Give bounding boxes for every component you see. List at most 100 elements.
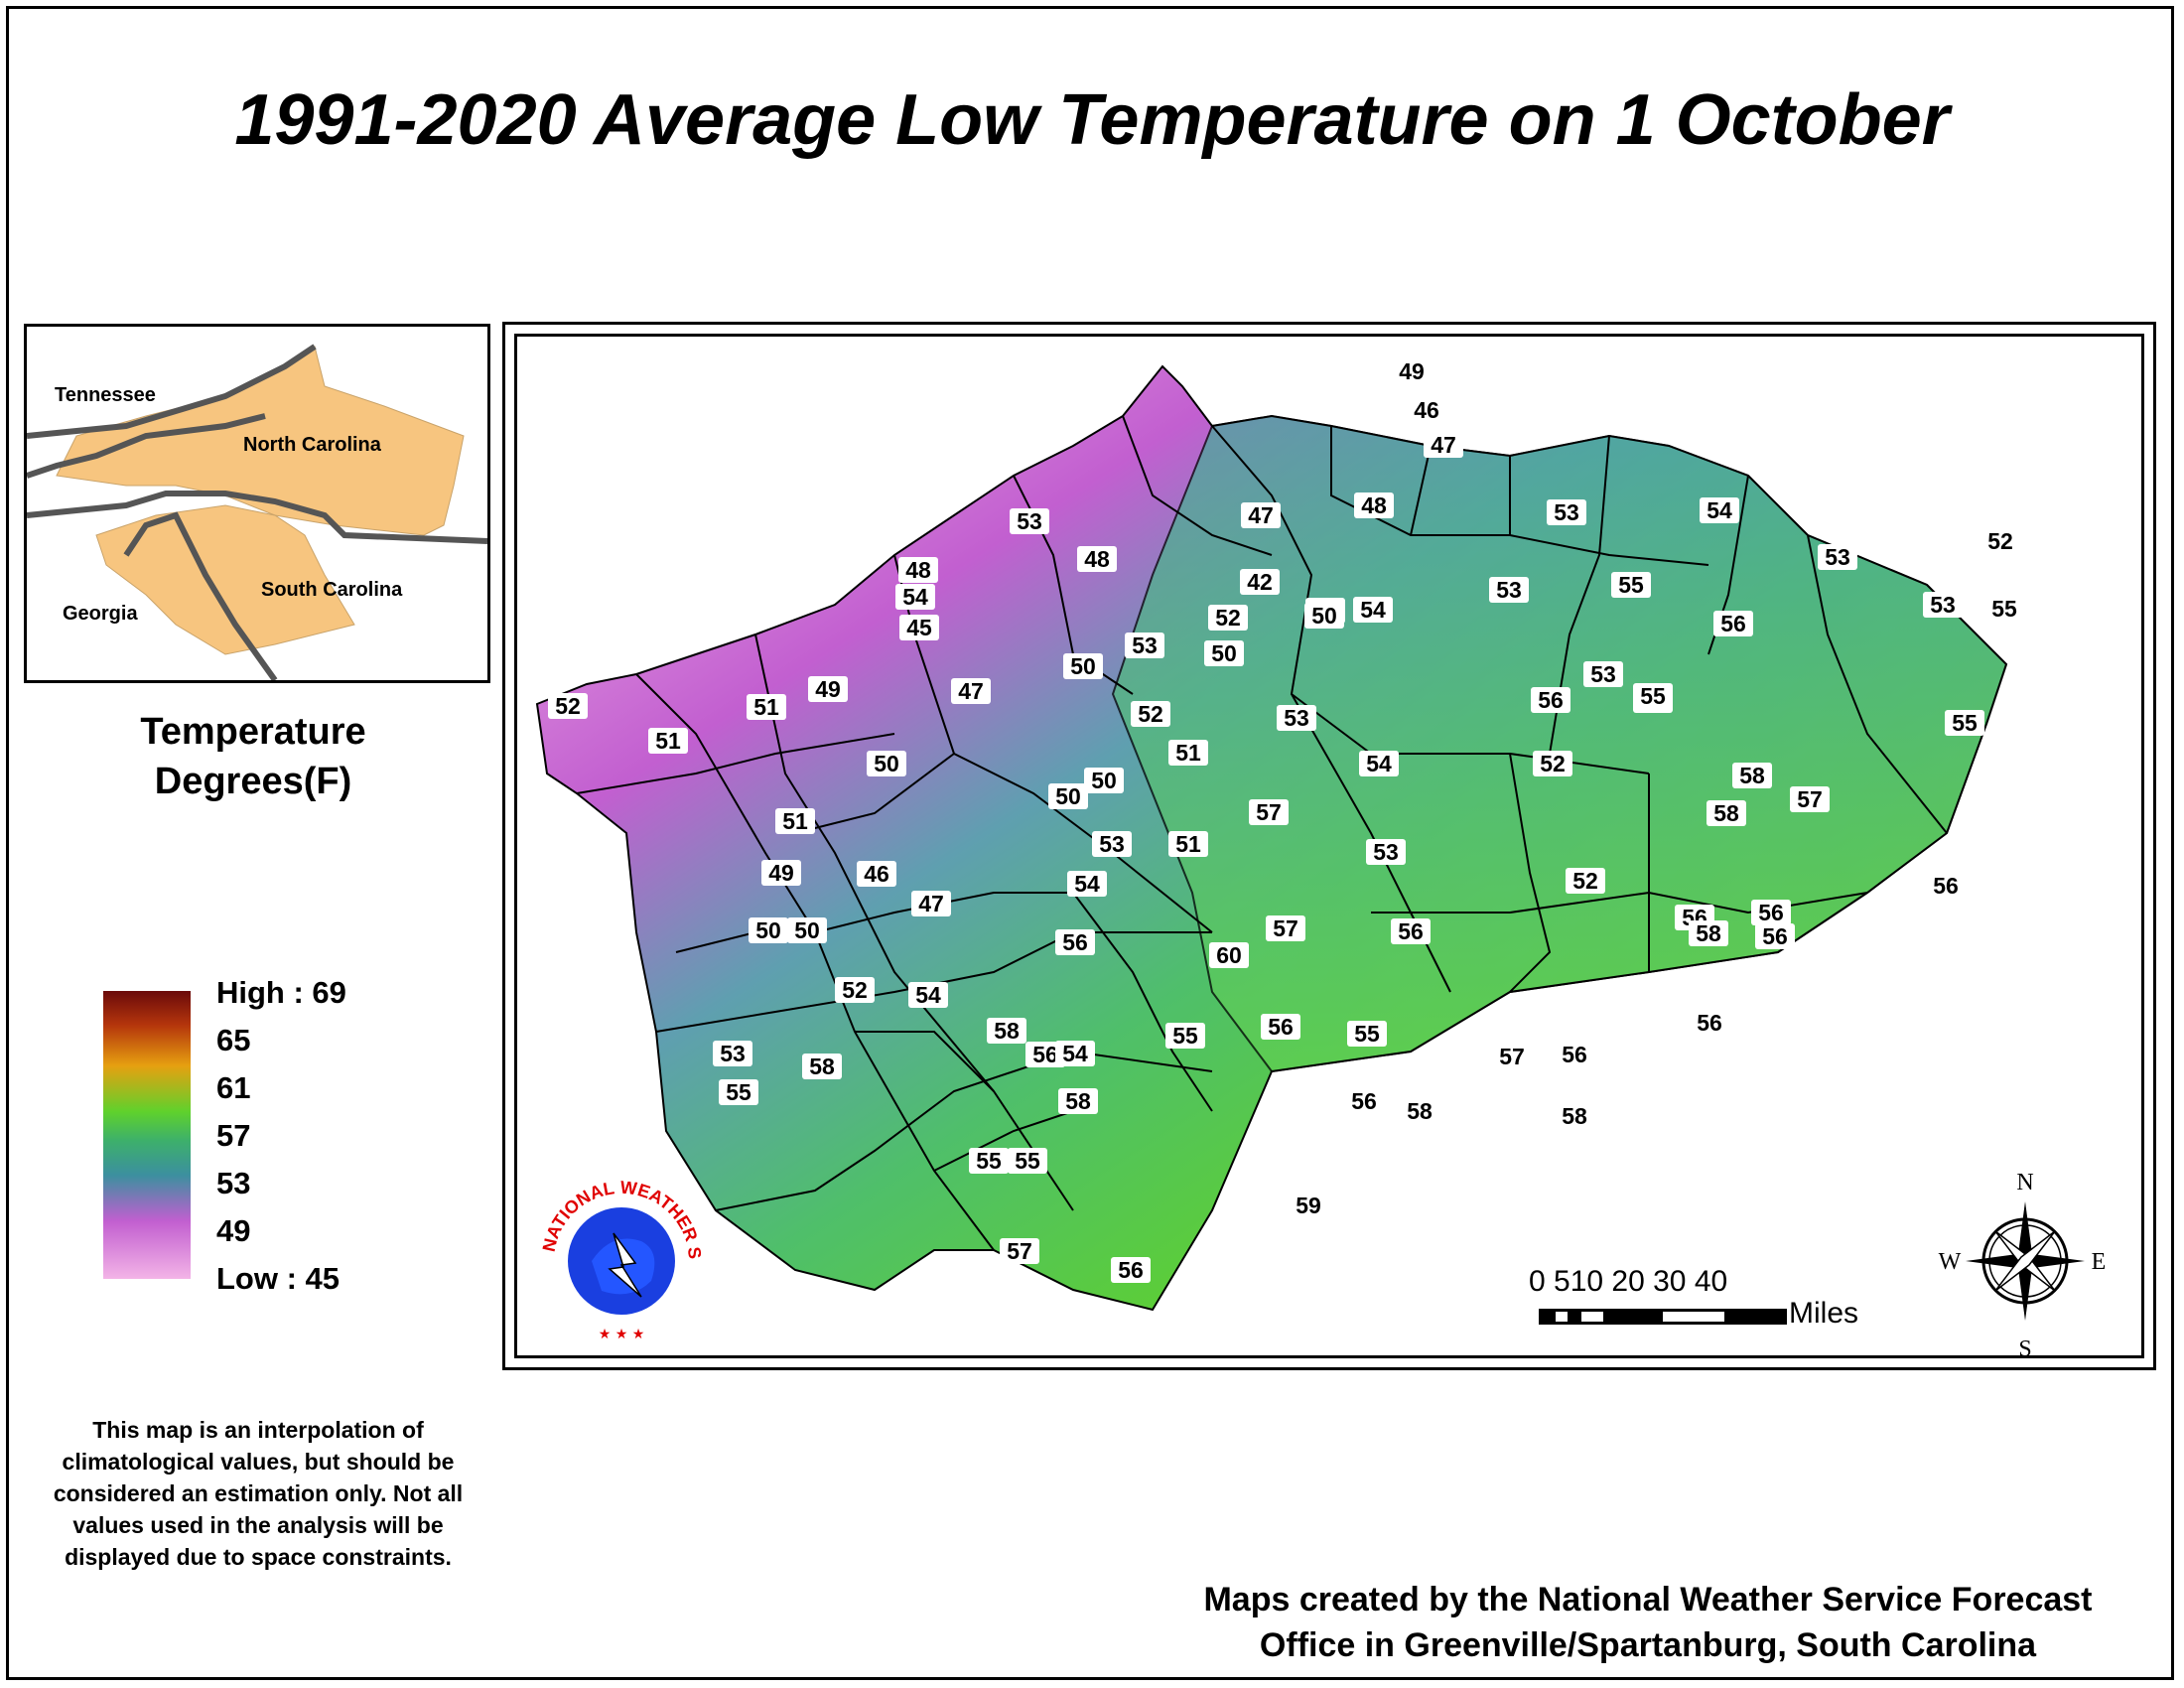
legend-tick-57: 57 bbox=[216, 1118, 251, 1153]
legend-tick-49: 49 bbox=[216, 1213, 251, 1248]
map-value-label: 54 bbox=[895, 584, 935, 610]
map-value-label: 50 bbox=[1063, 653, 1103, 679]
map-value-label: 50 bbox=[1048, 783, 1088, 809]
map-value-label: 58 bbox=[1058, 1088, 1098, 1114]
inset-label-georgia: Georgia bbox=[63, 603, 138, 625]
map-value-label: 58 bbox=[987, 1018, 1026, 1044]
map-value-label: 56 bbox=[1751, 900, 1791, 925]
map-value-label: 56 bbox=[1531, 687, 1570, 713]
map-value-label: 56 bbox=[1555, 1042, 1594, 1067]
map-value-label: 52 bbox=[1533, 751, 1572, 776]
map-value-label: 52 bbox=[1131, 701, 1170, 727]
map-value-label: 53 bbox=[1366, 839, 1406, 865]
scale-segment bbox=[1724, 1312, 1784, 1322]
map-value-label: 58 bbox=[1689, 920, 1728, 946]
map-value-label: 53 bbox=[1125, 633, 1164, 658]
scale-segment bbox=[1568, 1312, 1581, 1322]
map-value-label: 55 bbox=[719, 1079, 758, 1105]
map-value-label: 48 bbox=[898, 557, 938, 583]
legend-tick-high: High : 69 bbox=[216, 975, 346, 1010]
map-value-label: 56 bbox=[1055, 929, 1095, 955]
figure-frame bbox=[6, 6, 2174, 1680]
map-value-label: 52 bbox=[1208, 605, 1248, 631]
map-value-label: 56 bbox=[1111, 1257, 1151, 1283]
map-value-label: 51 bbox=[747, 694, 786, 720]
map-value-label: 56 bbox=[1755, 923, 1795, 949]
legend-tick-53: 53 bbox=[216, 1166, 251, 1200]
map-value-label: 50 bbox=[787, 917, 827, 943]
legend-tick-low: Low : 45 bbox=[216, 1261, 341, 1296]
legend-title-line2: Degrees(F) bbox=[154, 761, 352, 802]
map-value-label: 50 bbox=[1204, 640, 1244, 666]
map-value-label: 51 bbox=[1168, 831, 1208, 857]
logo-stars: ★ ★ ★ bbox=[599, 1327, 645, 1342]
map-value-label: 57 bbox=[1790, 786, 1830, 812]
map-value-label: 54 bbox=[908, 982, 948, 1008]
map-value-label: 53 bbox=[713, 1041, 752, 1066]
map-value-label: 55 bbox=[1984, 596, 2024, 622]
map-value-label: 49 bbox=[1392, 358, 1432, 384]
inset-label-tennessee: Tennessee bbox=[55, 384, 156, 406]
credit-line1: Maps created by the National Weather Ser… bbox=[1203, 1581, 2093, 1618]
map-value-label: 56 bbox=[1261, 1014, 1300, 1040]
inset-label-north-carolina: North Carolina bbox=[243, 434, 381, 456]
map-value-label: 53 bbox=[1092, 831, 1132, 857]
map-value-label: 47 bbox=[1424, 432, 1463, 458]
scale-segment bbox=[1542, 1312, 1556, 1322]
map-value-label: 52 bbox=[1980, 528, 2020, 554]
map-value-label: 56 bbox=[1344, 1088, 1384, 1114]
map-value-label: 48 bbox=[1354, 492, 1394, 518]
map-value-label: 52 bbox=[1566, 868, 1605, 894]
map-value-label: 58 bbox=[802, 1054, 842, 1079]
map-value-label: 50 bbox=[1304, 603, 1344, 629]
legend-tick-61: 61 bbox=[216, 1070, 251, 1105]
map-value-label: 49 bbox=[761, 860, 801, 886]
map-value-label: 45 bbox=[899, 615, 939, 640]
map-value-label: 53 bbox=[1010, 508, 1049, 534]
legend-color-ramp bbox=[103, 991, 191, 1279]
map-value-label: 50 bbox=[867, 751, 906, 776]
legend-title-line1: Temperature bbox=[140, 711, 366, 753]
compass-rose-icon: N S E W bbox=[1939, 1170, 2107, 1360]
map-value-label: 57 bbox=[1492, 1044, 1532, 1069]
map-value-label: 52 bbox=[548, 693, 588, 719]
map-value-label: 56 bbox=[1690, 1010, 1729, 1036]
map-value-label: 53 bbox=[1489, 577, 1529, 603]
map-value-label: 55 bbox=[969, 1148, 1009, 1174]
map-value-label: 52 bbox=[835, 977, 875, 1003]
legend-title: Temperature Degrees(F) bbox=[60, 707, 447, 806]
map-value-label: 46 bbox=[857, 861, 896, 887]
map-value-label: 53 bbox=[1277, 705, 1316, 731]
map-value-label: 48 bbox=[1077, 546, 1117, 572]
inset-map-graphic bbox=[27, 344, 487, 680]
compass-s: S bbox=[2018, 1336, 2031, 1360]
compass-n: N bbox=[2016, 1170, 2033, 1196]
map-value-label: 53 bbox=[1547, 499, 1586, 525]
map-value-label: 50 bbox=[1084, 768, 1124, 793]
credit-text: Maps created by the National Weather Ser… bbox=[1122, 1577, 2174, 1668]
map-value-label: 53 bbox=[1818, 544, 1857, 570]
compass-w: W bbox=[1939, 1249, 1962, 1275]
map-title: 1991-2020 Average Low Temperature on 1 O… bbox=[234, 80, 1950, 160]
map-value-label: 47 bbox=[1241, 502, 1281, 528]
map-value-label: 54 bbox=[1359, 751, 1399, 776]
map-value-label: 55 bbox=[1945, 710, 1984, 736]
inset-locator-map: Tennessee North Carolina Georgia South C… bbox=[24, 324, 490, 683]
scale-segment bbox=[1603, 1312, 1663, 1322]
disclaimer-note: This map is an interpolation of climatol… bbox=[53, 1417, 464, 1570]
map-value-label: 55 bbox=[1633, 683, 1673, 709]
map-value-label: 55 bbox=[1008, 1148, 1047, 1174]
nws-logo: NATIONAL WEATHER SERVICE ★ ★ ★ bbox=[532, 1172, 707, 1346]
map-value-label: 53 bbox=[1923, 592, 1963, 618]
map-graphic bbox=[535, 364, 2008, 1312]
map-value-label: 55 bbox=[1611, 572, 1651, 598]
map-value-label: 54 bbox=[1353, 597, 1393, 623]
map-value-label: 51 bbox=[775, 808, 815, 834]
map-frame-outer bbox=[502, 322, 2156, 1370]
scale-bar-unit: Miles bbox=[1789, 1297, 1859, 1330]
map-value-label: 57 bbox=[1249, 799, 1289, 825]
map-value-label: 49 bbox=[808, 676, 848, 702]
map-value-label: 54 bbox=[1055, 1041, 1095, 1066]
map-value-label: 54 bbox=[1700, 497, 1739, 523]
map-value-label: 58 bbox=[1706, 800, 1746, 826]
